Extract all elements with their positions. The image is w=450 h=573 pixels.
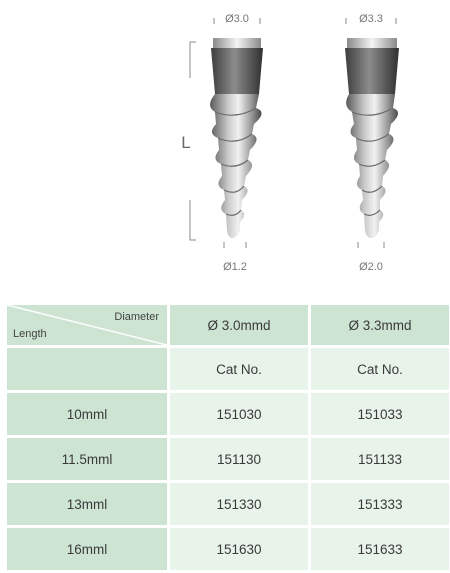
implant-1: Ø3.0 L Ø1.2	[181, 13, 263, 273]
table-row: 11.5mml 151130 151133	[7, 438, 449, 480]
cat-no-cell: 151033	[311, 393, 449, 435]
table-subheader-row: Cat No. Cat No.	[7, 348, 449, 390]
corner-diagonal	[7, 305, 167, 345]
cat-no-cell: 151633	[311, 528, 449, 570]
implant-illustration: Ø3.0 L Ø1.2 Ø3.3 Ø2.0	[181, 13, 399, 273]
column-header-3-3: Ø 3.3mmd	[311, 305, 449, 345]
column-header-3-0: Ø 3.0mmd	[170, 305, 308, 345]
corner-length-label: Length	[13, 328, 47, 340]
subheader-cat-no-2: Cat No.	[311, 348, 449, 390]
cat-no-cell: 151330	[170, 483, 308, 525]
subheader-cat-no-1: Cat No.	[170, 348, 308, 390]
corner-cell: Diameter Length	[7, 305, 167, 345]
table-header-row: Diameter Length Ø 3.0mmd Ø 3.3mmd	[7, 305, 449, 345]
spec-table: Diameter Length Ø 3.0mmd Ø 3.3mmd Cat No…	[4, 302, 450, 573]
row-length: 10mml	[7, 393, 167, 435]
cat-no-cell: 151133	[311, 438, 449, 480]
subheader-empty	[7, 348, 167, 390]
table-row: 13mml 151330 151333	[7, 483, 449, 525]
cat-no-cell: 151333	[311, 483, 449, 525]
table-row: 16mml 151630 151633	[7, 528, 449, 570]
cat-no-cell: 151130	[170, 438, 308, 480]
row-length: 11.5mml	[7, 438, 167, 480]
row-length: 13mml	[7, 483, 167, 525]
cat-no-cell: 151030	[170, 393, 308, 435]
corner-diameter-label: Diameter	[114, 311, 159, 323]
implant-2: Ø3.3 Ø2.0	[345, 13, 399, 273]
row-length: 16mml	[7, 528, 167, 570]
implant-2-tip-diameter: Ø2.0	[359, 261, 383, 273]
table-row: 10mml 151030 151033	[7, 393, 449, 435]
implant-2-top-diameter: Ø3.3	[359, 13, 383, 25]
cat-no-cell: 151630	[170, 528, 308, 570]
length-label: L	[181, 133, 190, 152]
implant-1-tip-diameter: Ø1.2	[223, 261, 247, 273]
implant-1-top-diameter: Ø3.0	[225, 13, 249, 25]
